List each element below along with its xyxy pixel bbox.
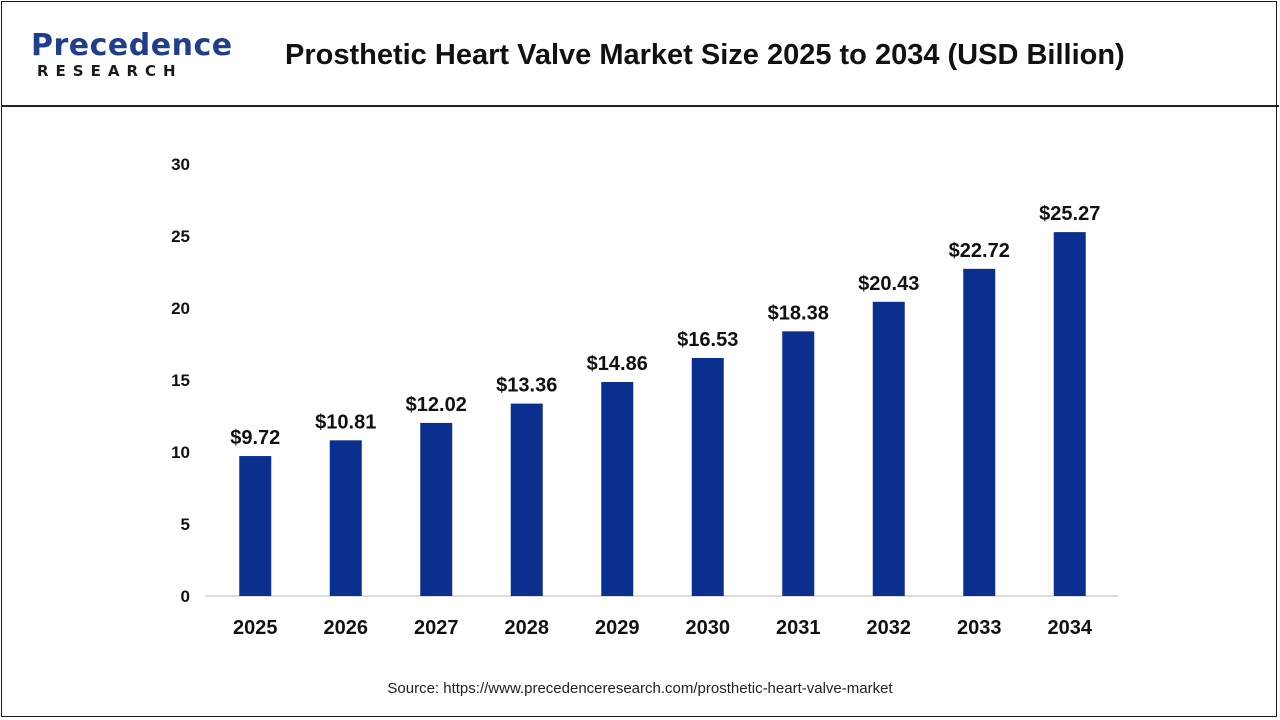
x-tick-label: 2027 bbox=[414, 617, 459, 639]
x-tick-label: 2026 bbox=[324, 617, 369, 639]
x-tick-label: 2033 bbox=[957, 617, 1002, 639]
x-tick-label: 2032 bbox=[867, 617, 912, 639]
y-tick-label: 15 bbox=[171, 371, 190, 390]
bar-2033 bbox=[963, 268, 996, 596]
x-tick-label: 2029 bbox=[595, 617, 640, 639]
source-note: Source: https://www.precedenceresearch.c… bbox=[387, 680, 893, 697]
chart-title: Prosthetic Heart Valve Market Size 2025 … bbox=[285, 39, 1125, 71]
bar-value-label: $14.86 bbox=[587, 353, 648, 375]
bar-2029 bbox=[601, 382, 634, 596]
bar-2034 bbox=[1053, 232, 1086, 596]
brand-logo: Precedence RESEARCH bbox=[31, 28, 233, 83]
x-tick-label: 2034 bbox=[1048, 617, 1093, 639]
x-tick-label: 2025 bbox=[233, 617, 278, 639]
x-tick-label: 2028 bbox=[505, 617, 550, 639]
bar-value-label: $25.27 bbox=[1039, 203, 1100, 225]
x-tick-label: 2030 bbox=[686, 617, 731, 639]
bar-value-label: $10.81 bbox=[315, 411, 376, 433]
bar-value-label: $16.53 bbox=[677, 329, 738, 351]
x-axis-ticks: 2025 2026 2027 2028 2029 2030 2031 2032 2033 2034 bbox=[233, 617, 1093, 639]
header: Precedence RESEARCH Prosthetic Heart Val… bbox=[1, 1, 1279, 107]
bar-2030 bbox=[691, 357, 724, 596]
y-tick-label: 25 bbox=[171, 227, 190, 246]
bar-value-label: $20.43 bbox=[858, 273, 919, 295]
bar-value-label: $18.38 bbox=[768, 302, 829, 324]
bar-value-labels: $9.72 $10.81 $12.02 $13.36 $14.86 $16.53 $18.3… bbox=[230, 203, 1100, 449]
y-tick-label: 5 bbox=[181, 515, 190, 534]
y-tick-label: 30 bbox=[171, 155, 190, 174]
bar-2027 bbox=[420, 422, 453, 596]
y-tick-label: 10 bbox=[171, 443, 190, 462]
bar-value-label: $22.72 bbox=[949, 240, 1010, 262]
bar-value-label: $12.02 bbox=[406, 394, 467, 416]
bar-2026 bbox=[329, 440, 362, 596]
x-tick-label: 2031 bbox=[776, 617, 821, 639]
logo-wordmark: Precedence bbox=[31, 28, 233, 63]
bar-2031 bbox=[782, 331, 815, 596]
bar-2032 bbox=[872, 301, 905, 596]
y-tick-label: 0 bbox=[181, 587, 190, 606]
bar-2025 bbox=[239, 456, 272, 596]
y-tick-label: 20 bbox=[171, 299, 190, 318]
y-axis-ticks: 0 5 10 15 20 25 30 bbox=[171, 155, 190, 606]
bar-value-label: $9.72 bbox=[230, 427, 280, 449]
bar-2028 bbox=[510, 403, 543, 596]
logo-subtitle: RESEARCH bbox=[37, 62, 183, 80]
bar-value-label: $13.36 bbox=[496, 375, 557, 397]
bars bbox=[239, 232, 1086, 596]
